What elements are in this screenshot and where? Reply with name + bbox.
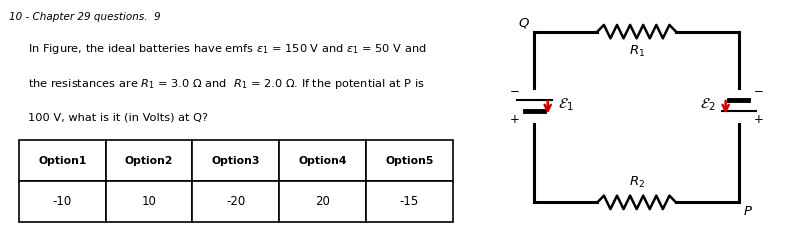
Bar bbox=[279, 181, 366, 222]
Text: -20: -20 bbox=[226, 195, 245, 208]
Text: Option2: Option2 bbox=[125, 156, 173, 166]
Text: −: − bbox=[510, 85, 520, 98]
Bar bbox=[366, 181, 453, 222]
Bar bbox=[279, 140, 366, 181]
Bar bbox=[19, 181, 105, 222]
Bar bbox=[193, 181, 279, 222]
Text: $\mathcal{E}_1$: $\mathcal{E}_1$ bbox=[558, 96, 574, 113]
Text: $\mathcal{E}_2$: $\mathcal{E}_2$ bbox=[700, 96, 715, 113]
Text: $R_1$: $R_1$ bbox=[629, 44, 645, 59]
Text: Option5: Option5 bbox=[385, 156, 434, 166]
Bar bbox=[105, 181, 193, 222]
Text: P: P bbox=[744, 205, 751, 218]
Text: 10: 10 bbox=[141, 195, 156, 208]
Bar bbox=[105, 140, 193, 181]
Text: -10: -10 bbox=[53, 195, 72, 208]
Bar bbox=[366, 140, 453, 181]
Text: Option3: Option3 bbox=[211, 156, 260, 166]
Text: −: − bbox=[754, 85, 763, 98]
Bar bbox=[193, 140, 279, 181]
Text: In Figure, the ideal batteries have emfs $\varepsilon_1$ = 150 V and $\varepsilo: In Figure, the ideal batteries have emfs… bbox=[28, 42, 427, 56]
Text: $R_2$: $R_2$ bbox=[629, 175, 645, 190]
Text: 10 - Chapter 29 questions.  9: 10 - Chapter 29 questions. 9 bbox=[9, 12, 161, 22]
Text: -15: -15 bbox=[400, 195, 419, 208]
Text: +: + bbox=[510, 113, 520, 126]
Text: 100 V, what is it (in Volts) at Q?: 100 V, what is it (in Volts) at Q? bbox=[28, 112, 208, 122]
Bar bbox=[19, 140, 105, 181]
Text: Option1: Option1 bbox=[38, 156, 86, 166]
Text: the resistances are $R_1$ = 3.0 $\Omega$ and  $R_1$ = 2.0 $\Omega$. If the poten: the resistances are $R_1$ = 3.0 $\Omega$… bbox=[28, 77, 424, 91]
Text: Option4: Option4 bbox=[299, 156, 347, 166]
Text: +: + bbox=[754, 113, 763, 126]
Text: Q: Q bbox=[519, 17, 529, 30]
Text: 20: 20 bbox=[315, 195, 330, 208]
